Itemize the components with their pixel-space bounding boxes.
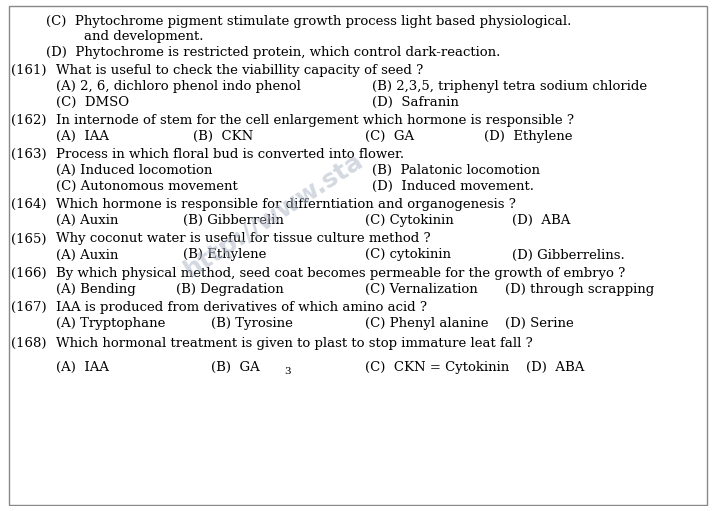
Text: In internode of stem for the cell enlargement which hormone is responsible ?: In internode of stem for the cell enlarg… <box>57 114 574 127</box>
Text: (B) 2,3,5, triphenyl tetra sodium chloride: (B) 2,3,5, triphenyl tetra sodium chlori… <box>372 80 647 93</box>
Text: (B)  Palatonic locomotion: (B) Palatonic locomotion <box>372 165 540 177</box>
Text: (D) Gibberrelins.: (D) Gibberrelins. <box>513 248 625 262</box>
Text: Which hormone is responsible for differntiation and organogenesis ?: Which hormone is responsible for differn… <box>57 198 516 212</box>
Text: (B) Ethylene: (B) Ethylene <box>183 248 266 262</box>
Text: (162): (162) <box>11 114 46 127</box>
Text: 3: 3 <box>284 367 291 376</box>
Text: (C) Phenyl alanine: (C) Phenyl alanine <box>365 317 488 330</box>
Text: (B)  CKN: (B) CKN <box>193 130 253 143</box>
Text: (D) through scrapping: (D) through scrapping <box>505 283 654 295</box>
Text: (B) Degradation: (B) Degradation <box>175 283 284 295</box>
Text: (C)  DMSO: (C) DMSO <box>57 96 130 109</box>
Text: (C) Autonomous movement: (C) Autonomous movement <box>57 180 238 193</box>
Text: http://www.sta: http://www.sta <box>180 149 368 283</box>
Text: (D) Serine: (D) Serine <box>505 317 574 330</box>
Text: Which hormonal treatment is given to plast to stop immature leat fall ?: Which hormonal treatment is given to pla… <box>57 337 533 350</box>
Text: and development.: and development. <box>84 30 204 43</box>
Text: (A) Auxin: (A) Auxin <box>57 215 119 227</box>
Text: By which physical method, seed coat becomes permeable for the growth of embryo ?: By which physical method, seed coat beco… <box>57 267 626 280</box>
Text: (C) Cytokinin: (C) Cytokinin <box>365 215 454 227</box>
Text: (A) 2, 6, dichloro phenol indo phenol: (A) 2, 6, dichloro phenol indo phenol <box>57 80 301 93</box>
Text: (C)  Phytochrome pigment stimulate growth process light based physiological.: (C) Phytochrome pigment stimulate growth… <box>46 15 571 28</box>
Text: Why coconut water is useful for tissue culture method ?: Why coconut water is useful for tissue c… <box>57 233 431 245</box>
Text: (D)  Phytochrome is restricted protein, which control dark-reaction.: (D) Phytochrome is restricted protein, w… <box>46 46 500 59</box>
Text: What is useful to check the viabillity capacity of seed ?: What is useful to check the viabillity c… <box>57 64 424 77</box>
Text: (168): (168) <box>11 337 46 350</box>
Text: (D)  ABA: (D) ABA <box>513 215 571 227</box>
Text: Process in which floral bud is converted into flower.: Process in which floral bud is converted… <box>57 148 405 161</box>
Text: (D)  Induced movement.: (D) Induced movement. <box>372 180 534 193</box>
Text: (C)  CKN = Cytokinin: (C) CKN = Cytokinin <box>365 361 509 374</box>
Text: (A) Tryptophane: (A) Tryptophane <box>57 317 165 330</box>
Text: (B) Gibberrelin: (B) Gibberrelin <box>183 215 284 227</box>
Text: (A)  IAA: (A) IAA <box>57 361 110 374</box>
Text: (D)  Ethylene: (D) Ethylene <box>484 130 573 143</box>
Text: (B)  GA: (B) GA <box>211 361 259 374</box>
Text: (164): (164) <box>11 198 46 212</box>
Text: (161): (161) <box>11 64 46 77</box>
Text: (167): (167) <box>11 300 47 314</box>
Text: (A)  IAA: (A) IAA <box>57 130 110 143</box>
Text: (166): (166) <box>11 267 47 280</box>
Text: IAA is produced from derivatives of which amino acid ?: IAA is produced from derivatives of whic… <box>57 300 427 314</box>
Text: (D)  Safranin: (D) Safranin <box>372 96 459 109</box>
Text: (A) Induced locomotion: (A) Induced locomotion <box>57 165 213 177</box>
Text: (C) cytokinin: (C) cytokinin <box>365 248 451 262</box>
Text: (D)  ABA: (D) ABA <box>526 361 585 374</box>
Text: (C) Vernalization: (C) Vernalization <box>365 283 478 295</box>
Text: (A) Auxin: (A) Auxin <box>57 248 119 262</box>
Text: (B) Tyrosine: (B) Tyrosine <box>211 317 293 330</box>
Text: (163): (163) <box>11 148 47 161</box>
Text: (165): (165) <box>11 233 46 245</box>
Text: (A) Bending: (A) Bending <box>57 283 136 295</box>
Text: (C)  GA: (C) GA <box>365 130 414 143</box>
